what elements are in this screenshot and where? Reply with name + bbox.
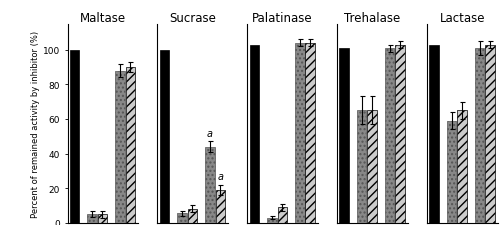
Bar	[486, 45, 494, 223]
Bar	[160, 51, 169, 223]
Bar	[178, 213, 186, 223]
Bar	[357, 111, 366, 223]
Title: Palatinase: Palatinase	[252, 12, 313, 25]
Bar	[70, 51, 79, 223]
Bar	[296, 44, 304, 223]
Y-axis label: Percent of remained activity by inhibitor (%): Percent of remained activity by inhibito…	[31, 31, 40, 217]
Bar	[368, 111, 376, 223]
Bar	[206, 147, 214, 223]
Bar	[116, 71, 124, 223]
Title: Trehalase: Trehalase	[344, 12, 401, 25]
Text: a: a	[207, 128, 213, 138]
Title: Maltase: Maltase	[80, 12, 126, 25]
Bar	[385, 49, 394, 223]
Title: Lactase: Lactase	[440, 12, 485, 25]
Bar	[268, 218, 276, 223]
Title: Sucrase: Sucrase	[169, 12, 216, 25]
Bar	[475, 49, 484, 223]
Bar	[188, 209, 197, 223]
Bar	[278, 207, 287, 223]
Bar	[98, 214, 107, 223]
Bar	[126, 68, 135, 223]
Text: a: a	[217, 171, 223, 181]
Bar	[430, 45, 438, 223]
Bar	[340, 49, 349, 223]
Bar	[306, 44, 315, 223]
Bar	[447, 121, 456, 223]
Bar	[396, 45, 404, 223]
Bar	[216, 190, 225, 223]
Bar	[250, 45, 259, 223]
Bar	[458, 111, 466, 223]
Bar	[88, 214, 96, 223]
